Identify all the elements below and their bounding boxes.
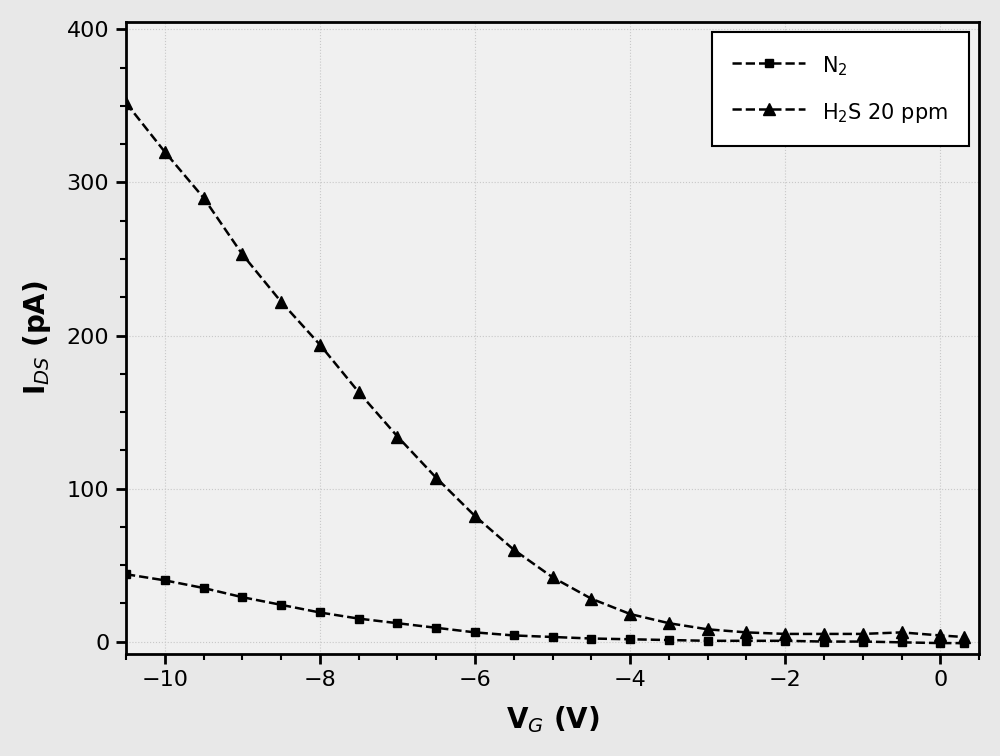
H$_2$S 20 ppm (469, 512, 481, 521)
N$_2$ (159, 576, 171, 585)
H$_2$S 20 ppm (702, 624, 714, 634)
N$_2$ (896, 638, 908, 647)
N$_2$ (934, 639, 946, 648)
N$_2$ (624, 635, 636, 644)
H$_2$S 20 ppm (547, 573, 559, 582)
H$_2$S 20 ppm (818, 630, 830, 639)
H$_2$S 20 ppm (624, 609, 636, 618)
N$_2$ (275, 600, 287, 609)
N$_2$ (585, 634, 597, 643)
H$_2$S 20 ppm (198, 194, 210, 203)
Line: H$_2$S 20 ppm: H$_2$S 20 ppm (120, 98, 969, 643)
H$_2$S 20 ppm (159, 147, 171, 156)
N$_2$ (236, 593, 248, 602)
N$_2$ (198, 584, 210, 593)
X-axis label: V$_G$ (V): V$_G$ (V) (506, 705, 599, 735)
H$_2$S 20 ppm (934, 631, 946, 640)
H$_2$S 20 ppm (236, 250, 248, 259)
H$_2$S 20 ppm (585, 594, 597, 603)
N$_2$ (740, 637, 752, 646)
N$_2$ (958, 639, 970, 648)
H$_2$S 20 ppm (958, 633, 970, 642)
Y-axis label: I$_{DS}$ (pA): I$_{DS}$ (pA) (21, 280, 53, 395)
N$_2$ (663, 636, 675, 645)
H$_2$S 20 ppm (391, 432, 403, 441)
N$_2$ (547, 633, 559, 642)
Line: N$_2$: N$_2$ (122, 570, 968, 647)
N$_2$ (857, 637, 869, 646)
H$_2$S 20 ppm (740, 627, 752, 637)
N$_2$ (353, 614, 365, 623)
N$_2$ (430, 623, 442, 632)
N$_2$ (779, 637, 791, 646)
N$_2$ (818, 637, 830, 646)
N$_2$ (469, 627, 481, 637)
H$_2$S 20 ppm (275, 297, 287, 306)
N$_2$ (702, 637, 714, 646)
N$_2$ (391, 618, 403, 627)
H$_2$S 20 ppm (508, 545, 520, 554)
N$_2$ (508, 631, 520, 640)
H$_2$S 20 ppm (120, 98, 132, 107)
N$_2$ (120, 570, 132, 579)
H$_2$S 20 ppm (353, 388, 365, 397)
H$_2$S 20 ppm (857, 630, 869, 639)
H$_2$S 20 ppm (779, 630, 791, 639)
Legend: N$_2$, H$_2$S 20 ppm: N$_2$, H$_2$S 20 ppm (712, 33, 969, 146)
H$_2$S 20 ppm (314, 340, 326, 349)
H$_2$S 20 ppm (430, 473, 442, 482)
H$_2$S 20 ppm (663, 618, 675, 627)
H$_2$S 20 ppm (896, 627, 908, 637)
N$_2$ (314, 608, 326, 617)
